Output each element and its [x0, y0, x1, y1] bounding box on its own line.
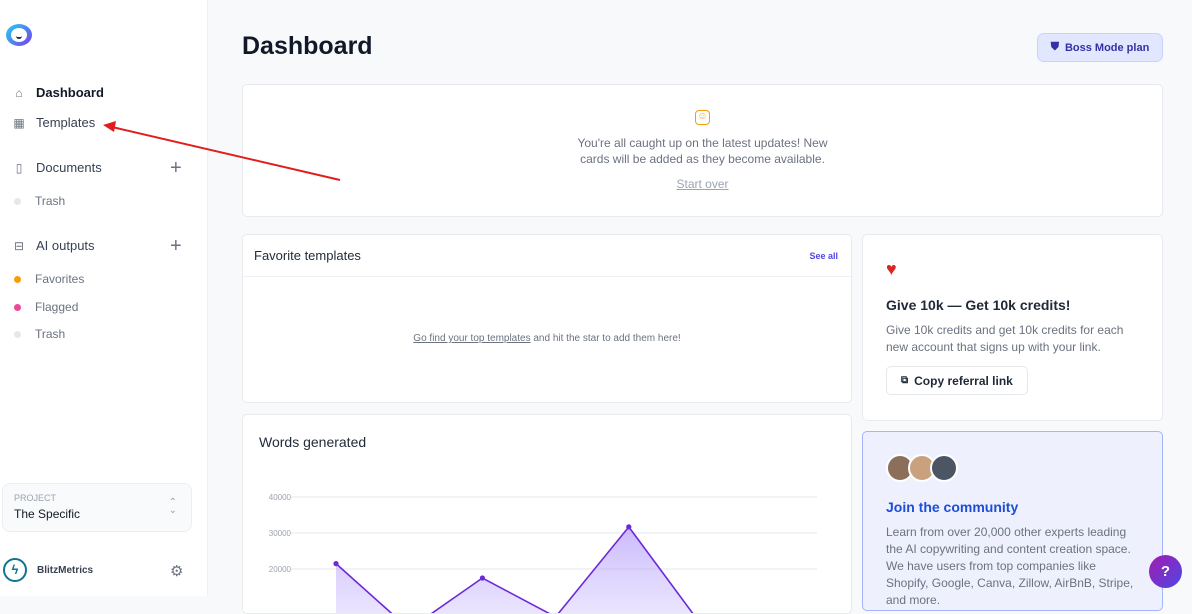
app-logo[interactable] — [6, 24, 32, 46]
project-selector[interactable]: PROJECT The Specific ⌃ ⌄ — [2, 483, 192, 532]
help-button[interactable]: ? — [1149, 555, 1182, 588]
sidebar-item-dashboard[interactable]: ⌂ Dashboard — [12, 85, 104, 100]
sidebar-item-templates[interactable]: ▦ Templates — [12, 115, 95, 130]
grid-icon: ▦ — [13, 115, 25, 130]
add-ai-output-button[interactable]: + — [170, 235, 182, 257]
community-card[interactable]: Join the community Learn from over 20,00… — [862, 431, 1163, 611]
project-value: The Specific — [14, 507, 81, 521]
favorite-templates-card: Favorite templates See all Go find your t… — [242, 234, 852, 403]
project-label: PROJECT — [14, 493, 57, 503]
sidebar-item-label: Documents — [36, 160, 102, 175]
user-name: BlitzMetrics — [37, 564, 94, 576]
sidebar-item-label: Trash — [35, 194, 66, 208]
community-title[interactable]: Join the community — [886, 499, 1019, 515]
updates-card: ☺ You're all caught up on the latest upd… — [242, 84, 1163, 217]
add-document-button[interactable]: + — [170, 157, 182, 179]
gear-icon[interactable]: ⚙ — [170, 563, 184, 580]
find-templates-link[interactable]: Go find your top templates — [413, 333, 531, 344]
avatar — [930, 454, 958, 482]
sidebar-item-label: AI outputs — [36, 238, 95, 253]
data-point — [479, 575, 485, 581]
data-point — [333, 561, 339, 567]
sidebar-item-label: Dashboard — [36, 85, 104, 100]
chart-title: Words generated — [259, 434, 367, 450]
smile-icon: ☺ — [695, 110, 710, 125]
shield-icon: ⛊ — [1050, 41, 1059, 53]
sidebar-item-label: Flagged — [35, 300, 79, 314]
start-over-link[interactable]: Start over — [676, 177, 729, 191]
dot-icon — [14, 275, 21, 283]
user-account[interactable]: ϟ BlitzMetrics — [3, 558, 93, 582]
sidebar-item-flagged[interactable]: Flagged — [14, 300, 78, 314]
words-generated-card: 20000 30000 40000 Words generated — [242, 414, 852, 614]
copy-icon: ⧉ — [901, 375, 909, 386]
plan-button[interactable]: ⛊ Boss Mode plan — [1037, 33, 1163, 62]
chevron-up-down-icon: ⌃ ⌄ — [168, 497, 177, 516]
updates-text: cards will be added as they become avail… — [580, 152, 825, 166]
document-icon: ▯ — [15, 160, 23, 175]
community-text: Learn from over 20,000 other experts lea… — [886, 525, 1134, 607]
see-all-link[interactable]: See all — [809, 250, 838, 261]
sidebar-item-favorites[interactable]: Favorites — [14, 272, 84, 286]
updates-text: You're all caught up on the latest updat… — [577, 136, 828, 150]
referral-text: Give 10k credits and get 10k credits for… — [886, 323, 1124, 354]
sidebar-item-label: Templates — [36, 115, 96, 130]
button-label: Copy referral link — [914, 373, 1013, 388]
dot-icon — [14, 330, 21, 338]
sidebar-item-ai-trash[interactable]: Trash — [14, 327, 65, 341]
dot-icon — [14, 197, 21, 205]
sidebar-item-label: Trash — [35, 327, 66, 341]
home-icon: ⌂ — [15, 85, 23, 100]
sidebar-item-ai-outputs[interactable]: ⊟ AI outputs — [12, 238, 95, 253]
y-tick-label: 40000 — [269, 493, 292, 502]
sidebar: ⌂ Dashboard ▦ Templates ▯ Documents + Trash… — [0, 0, 208, 596]
empty-text: and hit the star to add them here! — [530, 333, 681, 344]
dot-icon — [14, 303, 21, 311]
heart-icon: ♥ — [886, 259, 897, 279]
copy-referral-link-button[interactable]: ⧉ Copy referral link — [886, 366, 1028, 395]
plan-label: Boss Mode plan — [1064, 41, 1150, 54]
sidebar-item-documents[interactable]: ▯ Documents — [12, 160, 102, 175]
avatar: ϟ — [3, 558, 27, 582]
y-tick-label: 20000 — [269, 565, 292, 574]
card-title: Favorite templates — [254, 248, 361, 263]
referral-title: Give 10k — Get 10k credits! — [886, 297, 1071, 313]
inbox-icon: ⊟ — [13, 238, 25, 253]
page-title: Dashboard — [242, 32, 373, 60]
sidebar-item-documents-trash[interactable]: Trash — [14, 194, 65, 208]
referral-card: ♥ Give 10k — Get 10k credits! Give 10k c… — [862, 234, 1163, 421]
y-tick-label: 30000 — [269, 529, 292, 538]
sidebar-item-label: Favorites — [35, 272, 85, 286]
data-point — [626, 524, 632, 530]
area-fill — [336, 526, 693, 613]
